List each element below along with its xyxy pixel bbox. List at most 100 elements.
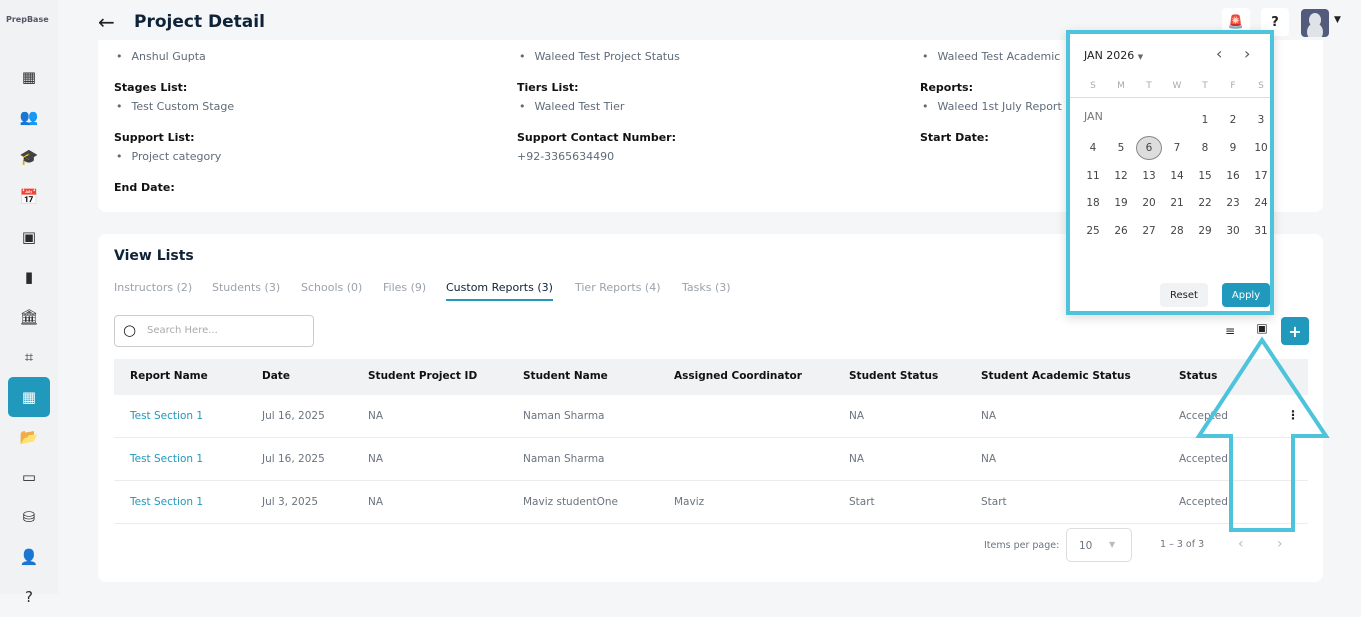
calendar-day[interactable]: 26 xyxy=(1114,225,1128,238)
more-options-icon[interactable]: ⋮ xyxy=(1287,494,1299,508)
sidebar-item[interactable]: ▭ xyxy=(8,457,50,497)
sidebar-item[interactable]: 👤 xyxy=(8,537,50,577)
next-month-icon[interactable]: › xyxy=(1244,44,1251,63)
calendar-day[interactable]: 4 xyxy=(1089,141,1097,154)
sidebar-item[interactable]: ▦ xyxy=(8,377,50,417)
sidebar-item[interactable]: ▣ xyxy=(8,217,50,257)
table-cell: Jul 16, 2025 xyxy=(262,453,325,465)
sidebar-item[interactable]: 👥 xyxy=(8,97,50,137)
column-header: Assigned Coordinator xyxy=(674,370,802,382)
calendar-day[interactable]: 25 xyxy=(1086,225,1100,238)
sidebar-item[interactable]: ▦ xyxy=(8,57,50,97)
items-per-page-select[interactable]: 10 ▼ xyxy=(1066,528,1132,562)
calendar-day[interactable]: 20 xyxy=(1142,197,1156,210)
more-options-icon[interactable]: ⋮ xyxy=(1287,408,1299,422)
sidebar-item[interactable]: ? xyxy=(8,577,50,617)
calendar-day[interactable]: 13 xyxy=(1142,169,1156,182)
calendar-day[interactable]: 27 xyxy=(1142,225,1156,238)
caret-down-icon: ▼ xyxy=(1137,53,1144,61)
calendar-day[interactable]: 9 xyxy=(1229,141,1237,154)
apply-button[interactable]: Apply xyxy=(1222,283,1270,307)
sidebar-item[interactable]: ⌗ xyxy=(8,337,50,377)
detail-label: Reports: xyxy=(920,81,973,94)
month-year-select[interactable]: JAN 2026 ▼ xyxy=(1084,49,1143,62)
table-cell: Jul 16, 2025 xyxy=(262,410,325,422)
tab[interactable]: Files (9) xyxy=(383,281,427,294)
weekday-label: F xyxy=(1230,81,1236,91)
calendar-day[interactable]: 22 xyxy=(1198,197,1212,210)
weekday-label: S xyxy=(1090,81,1096,91)
calendar-day[interactable]: 3 xyxy=(1257,114,1265,126)
calendar-day[interactable]: 12 xyxy=(1114,169,1128,182)
view-lists-title: View Lists xyxy=(114,248,194,264)
detail-label: Stages List: xyxy=(114,81,188,94)
calendar-day[interactable]: 14 xyxy=(1170,169,1184,182)
table-cell: Maviz xyxy=(674,496,705,508)
tab[interactable]: Students (3) xyxy=(212,281,281,294)
calendar-day[interactable]: 11 xyxy=(1086,169,1100,182)
detail-label: End Date: xyxy=(114,181,175,194)
filter-button[interactable]: ≡ xyxy=(1216,317,1244,345)
sidebar-item[interactable]: 📅 xyxy=(8,177,50,217)
database-settings-icon: ⛁ xyxy=(22,508,36,526)
search-input[interactable]: ○ Search Here... xyxy=(114,315,314,347)
calendar-day[interactable]: 19 xyxy=(1114,197,1128,210)
per-page-value: 10 xyxy=(1079,540,1093,552)
prev-page-icon[interactable]: ‹ xyxy=(1238,536,1244,552)
tab[interactable]: Instructors (2) xyxy=(114,281,193,294)
dropdown-arrow-icon: ▼ xyxy=(1109,540,1116,549)
custom-reports-icon: ▦ xyxy=(21,388,37,406)
caret-down-icon[interactable]: ▼ xyxy=(1334,15,1341,25)
calendar-day[interactable]: 24 xyxy=(1254,197,1268,210)
row-divider xyxy=(114,523,1308,524)
back-arrow-icon[interactable]: ← xyxy=(98,10,115,34)
calendar-day[interactable]: 21 xyxy=(1170,197,1184,210)
calendar-day[interactable]: 10 xyxy=(1254,141,1268,154)
calendar-day[interactable]: 28 xyxy=(1170,225,1184,238)
report-name-link[interactable]: Test Section 1 xyxy=(130,496,204,508)
credit-card-icon: ▭ xyxy=(21,468,37,486)
search-placeholder: Search Here... xyxy=(147,325,218,336)
calendar-day[interactable]: 8 xyxy=(1201,141,1209,154)
calendar-day[interactable]: 1 xyxy=(1201,114,1209,126)
calendar-day[interactable]: 29 xyxy=(1198,225,1212,238)
calendar-day[interactable]: 31 xyxy=(1254,225,1268,238)
table-cell: Start xyxy=(849,496,875,508)
month-row-label: JAN xyxy=(1084,110,1103,123)
avatar[interactable] xyxy=(1301,9,1329,37)
calendar-day[interactable]: 16 xyxy=(1226,169,1240,182)
calendar-day[interactable]: 6 xyxy=(1136,135,1162,160)
tab[interactable]: Custom Reports (3) xyxy=(446,281,553,301)
next-page-icon[interactable]: › xyxy=(1277,536,1283,552)
table-cell: NA xyxy=(849,410,865,422)
report-name-link[interactable]: Test Section 1 xyxy=(130,410,204,422)
calendar-day[interactable]: 23 xyxy=(1226,197,1240,210)
calendar-day[interactable]: 30 xyxy=(1226,225,1240,238)
calendar-day[interactable]: 2 xyxy=(1229,114,1237,126)
add-button[interactable]: + xyxy=(1281,317,1309,345)
tab[interactable]: Tier Reports (4) xyxy=(575,281,661,294)
reset-button[interactable]: Reset xyxy=(1160,283,1208,307)
divider xyxy=(1070,97,1270,98)
calendar-day[interactable]: 18 xyxy=(1086,197,1100,210)
sidebar-item[interactable]: 🏛 xyxy=(8,297,50,337)
calendar-day[interactable]: 5 xyxy=(1117,141,1125,154)
sidebar-item[interactable]: 🎓 xyxy=(8,137,50,177)
date-filter-button[interactable]: ▣ xyxy=(1248,314,1276,342)
column-header: Date xyxy=(262,370,290,382)
sidebar-item[interactable]: ▮ xyxy=(8,257,50,297)
prepbase-logo: PrepBase xyxy=(6,15,49,24)
tab[interactable]: Tasks (3) xyxy=(682,281,731,294)
detail-value: Test Custom Stage xyxy=(114,100,235,113)
calendar-day[interactable]: 15 xyxy=(1198,169,1212,182)
calendar-day[interactable]: 7 xyxy=(1173,141,1181,154)
tab[interactable]: Schools (0) xyxy=(301,281,363,294)
table-cell: NA xyxy=(368,453,384,465)
sidebar-item[interactable]: 📂 xyxy=(8,417,50,457)
report-name-link[interactable]: Test Section 1 xyxy=(130,453,204,465)
calendar-day[interactable]: 17 xyxy=(1254,169,1268,182)
row-divider xyxy=(114,437,1308,438)
more-options-icon[interactable]: ⋮ xyxy=(1287,451,1299,465)
sidebar-item[interactable]: ⛁ xyxy=(8,497,50,537)
previous-month-icon[interactable]: ‹ xyxy=(1216,44,1223,63)
